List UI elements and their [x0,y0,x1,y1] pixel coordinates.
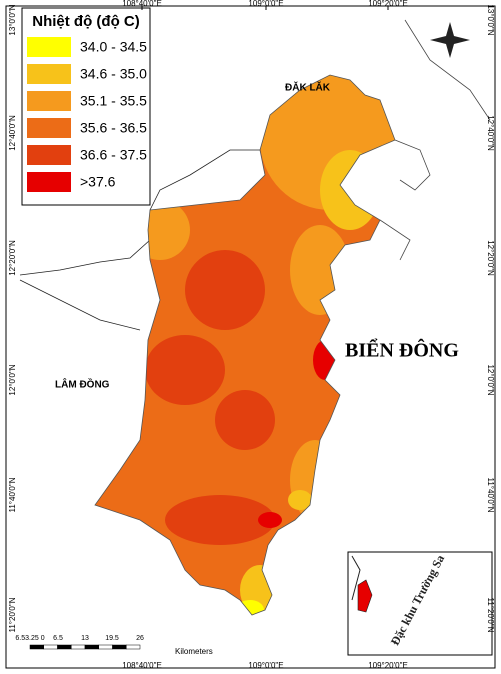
scale-label: 26 [136,635,144,642]
legend-title: Nhiệt độ (độ C) [32,13,139,30]
scale-label: 13 [81,635,89,642]
scale-bar [71,644,86,650]
latitude-label: 12°20'0"N [8,240,17,276]
latitude-label: 11°20'0"N [8,597,17,632]
inset-area [357,579,373,613]
longitude-label: 108°40'0"E [122,661,162,670]
longitude-label: 109°20'0"E [368,661,408,670]
scale-bar [112,644,127,650]
scale-label: 19.5 [105,635,119,642]
latitude-label: 12°40'0"N [486,115,495,151]
legend-swatch [27,37,71,57]
legend-swatch [27,172,71,192]
zone [288,490,312,510]
sea-label: BIỂN ĐÔNG [345,338,459,362]
latitude-label: 11°20'0"N [486,598,495,633]
legend-label: 35.1 - 35.5 [80,93,147,109]
inset-box [347,551,493,656]
zone [320,150,380,230]
zone [185,250,265,330]
legend-label: 34.6 - 35.0 [80,66,147,82]
latitude-label: 13°0'0"N [486,4,495,35]
legend-swatch [27,64,71,84]
legend-label: 36.6 - 37.5 [80,147,147,163]
legend-swatch [27,145,71,165]
latitude-label: 12°0'0"N [486,364,495,395]
scale-bar [57,644,72,650]
longitude-label: 108°40'0"E [122,0,162,8]
zone [165,495,275,545]
longitude-label: 109°0'0"E [248,661,283,670]
frame [5,5,496,669]
latitude-label: 11°40'0"N [486,478,495,513]
scale-bar [29,644,44,650]
legend-swatch [27,91,71,111]
place-label: LÂM ĐỒNG [55,378,110,391]
legend-label: 34.0 - 34.5 [80,39,147,55]
latitude-label: 12°20'0"N [486,240,495,276]
zone [290,225,350,315]
legend-swatch [27,118,71,138]
coast [379,19,491,261]
latitude-label: 12°0'0"N [8,364,17,395]
scale-bar [84,644,99,650]
legend-label: >37.6 [80,174,116,190]
scale-label: 6.53.25 0 [15,635,44,642]
compass [430,22,470,58]
latitude-label: 11°40'0"N [8,477,17,512]
scale-bar [98,644,113,650]
longitude-label: 109°20'0"E [368,0,408,8]
legend-label: 35.6 - 36.5 [80,120,147,136]
scale-bar [43,644,58,650]
latitude-label: 13°0'0"N [8,4,17,35]
inset-coast [351,555,361,601]
latitude-label: 12°40'0"N [8,115,17,151]
scale-bar [126,644,141,650]
place-label: ĐĂK LĂK [285,81,331,94]
scale-unit: Kilometers [175,647,213,656]
zone [258,512,282,528]
scale-label: 6.5 [53,635,63,642]
zone [236,600,264,615]
longitude-label: 109°0'0"E [248,0,283,8]
border [19,149,260,331]
zone [145,335,225,405]
zone [215,390,275,450]
